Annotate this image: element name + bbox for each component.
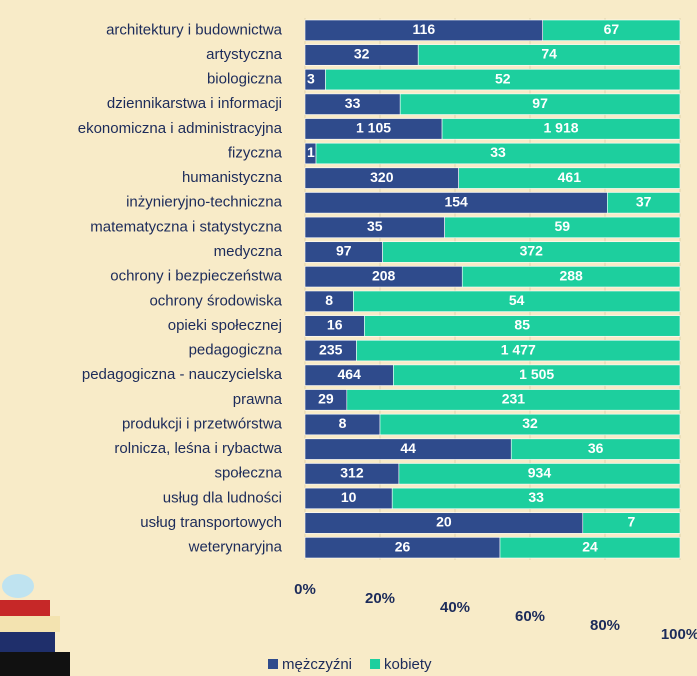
value-label: 59 bbox=[555, 218, 571, 234]
category-label: medyczna bbox=[214, 243, 283, 260]
value-label: 32 bbox=[522, 415, 538, 431]
value-label: 35 bbox=[367, 218, 383, 234]
category-label: humanistyczna bbox=[182, 169, 283, 186]
value-label: 312 bbox=[340, 464, 364, 480]
value-label: 8 bbox=[339, 415, 347, 431]
value-label: 97 bbox=[532, 95, 548, 111]
value-label: 3 bbox=[307, 70, 315, 86]
value-label: 116 bbox=[413, 21, 436, 37]
legend-swatch bbox=[268, 659, 278, 669]
legend-label: kobiety bbox=[384, 656, 432, 673]
category-label: architektury i budownictwa bbox=[106, 21, 283, 38]
x-tick-label: 0% bbox=[294, 581, 316, 598]
category-label: opieki społecznej bbox=[168, 317, 282, 334]
value-label: 16 bbox=[327, 317, 343, 333]
category-label: ekonomiczna i administracyjna bbox=[78, 120, 283, 137]
category-label: pedagogiczna bbox=[189, 342, 283, 359]
value-label: 934 bbox=[528, 464, 552, 480]
category-label: ochrony środowiska bbox=[149, 292, 282, 309]
value-label: 85 bbox=[514, 317, 530, 333]
value-label: 372 bbox=[520, 243, 544, 259]
category-label: pedagogiczna - nauczycielska bbox=[82, 366, 283, 383]
value-label: 1 505 bbox=[519, 366, 554, 382]
value-label: 54 bbox=[509, 292, 525, 308]
category-label: produkcji i przetwórstwa bbox=[122, 415, 283, 432]
value-label: 10 bbox=[341, 489, 357, 505]
x-tick-label: 60% bbox=[515, 608, 545, 625]
category-label: usług transportowych bbox=[140, 514, 282, 531]
value-label: 33 bbox=[345, 95, 361, 111]
category-label: dziennikarstwa i informacji bbox=[107, 95, 282, 112]
legend-label: mężczyźni bbox=[282, 656, 352, 673]
legend-swatch bbox=[370, 659, 380, 669]
books-illustration bbox=[0, 574, 70, 676]
value-label: 74 bbox=[541, 46, 557, 62]
x-tick-label: 100% bbox=[661, 626, 697, 643]
value-label: 208 bbox=[372, 267, 396, 283]
value-label: 33 bbox=[528, 489, 544, 505]
category-label: biologiczna bbox=[207, 71, 283, 88]
category-label: usług dla ludności bbox=[163, 489, 282, 506]
category-label: fizyczna bbox=[228, 144, 283, 161]
value-label: 67 bbox=[604, 21, 620, 37]
value-label: 461 bbox=[558, 169, 582, 185]
category-label: matematyczna i statystyczna bbox=[90, 218, 282, 235]
x-tick-label: 40% bbox=[440, 599, 470, 616]
value-label: 1 918 bbox=[544, 120, 579, 136]
value-label: 231 bbox=[502, 391, 526, 407]
value-label: 1 105 bbox=[356, 120, 391, 136]
category-label: rolnicza, leśna i rybactwa bbox=[114, 440, 282, 457]
value-label: 20 bbox=[436, 514, 452, 530]
category-label: inżynieryjno-techniczna bbox=[126, 194, 283, 211]
value-label: 1 477 bbox=[501, 341, 536, 357]
value-label: 464 bbox=[338, 366, 362, 382]
value-label: 37 bbox=[636, 193, 652, 209]
value-label: 288 bbox=[559, 267, 583, 283]
value-label: 29 bbox=[318, 391, 334, 407]
value-label: 36 bbox=[588, 440, 604, 456]
category-label: społeczna bbox=[214, 465, 282, 482]
value-label: 154 bbox=[444, 193, 468, 209]
category-label: ochrony i bezpieczeństwa bbox=[110, 268, 282, 285]
value-label: 26 bbox=[395, 538, 411, 554]
chart: 0% 20% 40% 60% 80% 100% architektury i budowni… bbox=[0, 0, 697, 676]
value-label: 97 bbox=[336, 243, 352, 259]
x-tick-label: 80% bbox=[590, 617, 620, 634]
value-label: 7 bbox=[627, 514, 635, 530]
value-label: 24 bbox=[582, 538, 598, 554]
value-label: 1 bbox=[307, 144, 315, 160]
category-label: artystyczna bbox=[206, 46, 283, 63]
x-tick-label: 20% bbox=[365, 590, 395, 607]
value-label: 8 bbox=[325, 292, 333, 308]
value-label: 235 bbox=[319, 341, 343, 357]
value-label: 33 bbox=[490, 144, 506, 160]
value-label: 44 bbox=[400, 440, 416, 456]
category-label: weterynaryjna bbox=[188, 539, 283, 556]
value-label: 32 bbox=[354, 46, 370, 62]
value-label: 320 bbox=[370, 169, 394, 185]
category-label: prawna bbox=[233, 391, 283, 408]
value-label: 52 bbox=[495, 70, 511, 86]
